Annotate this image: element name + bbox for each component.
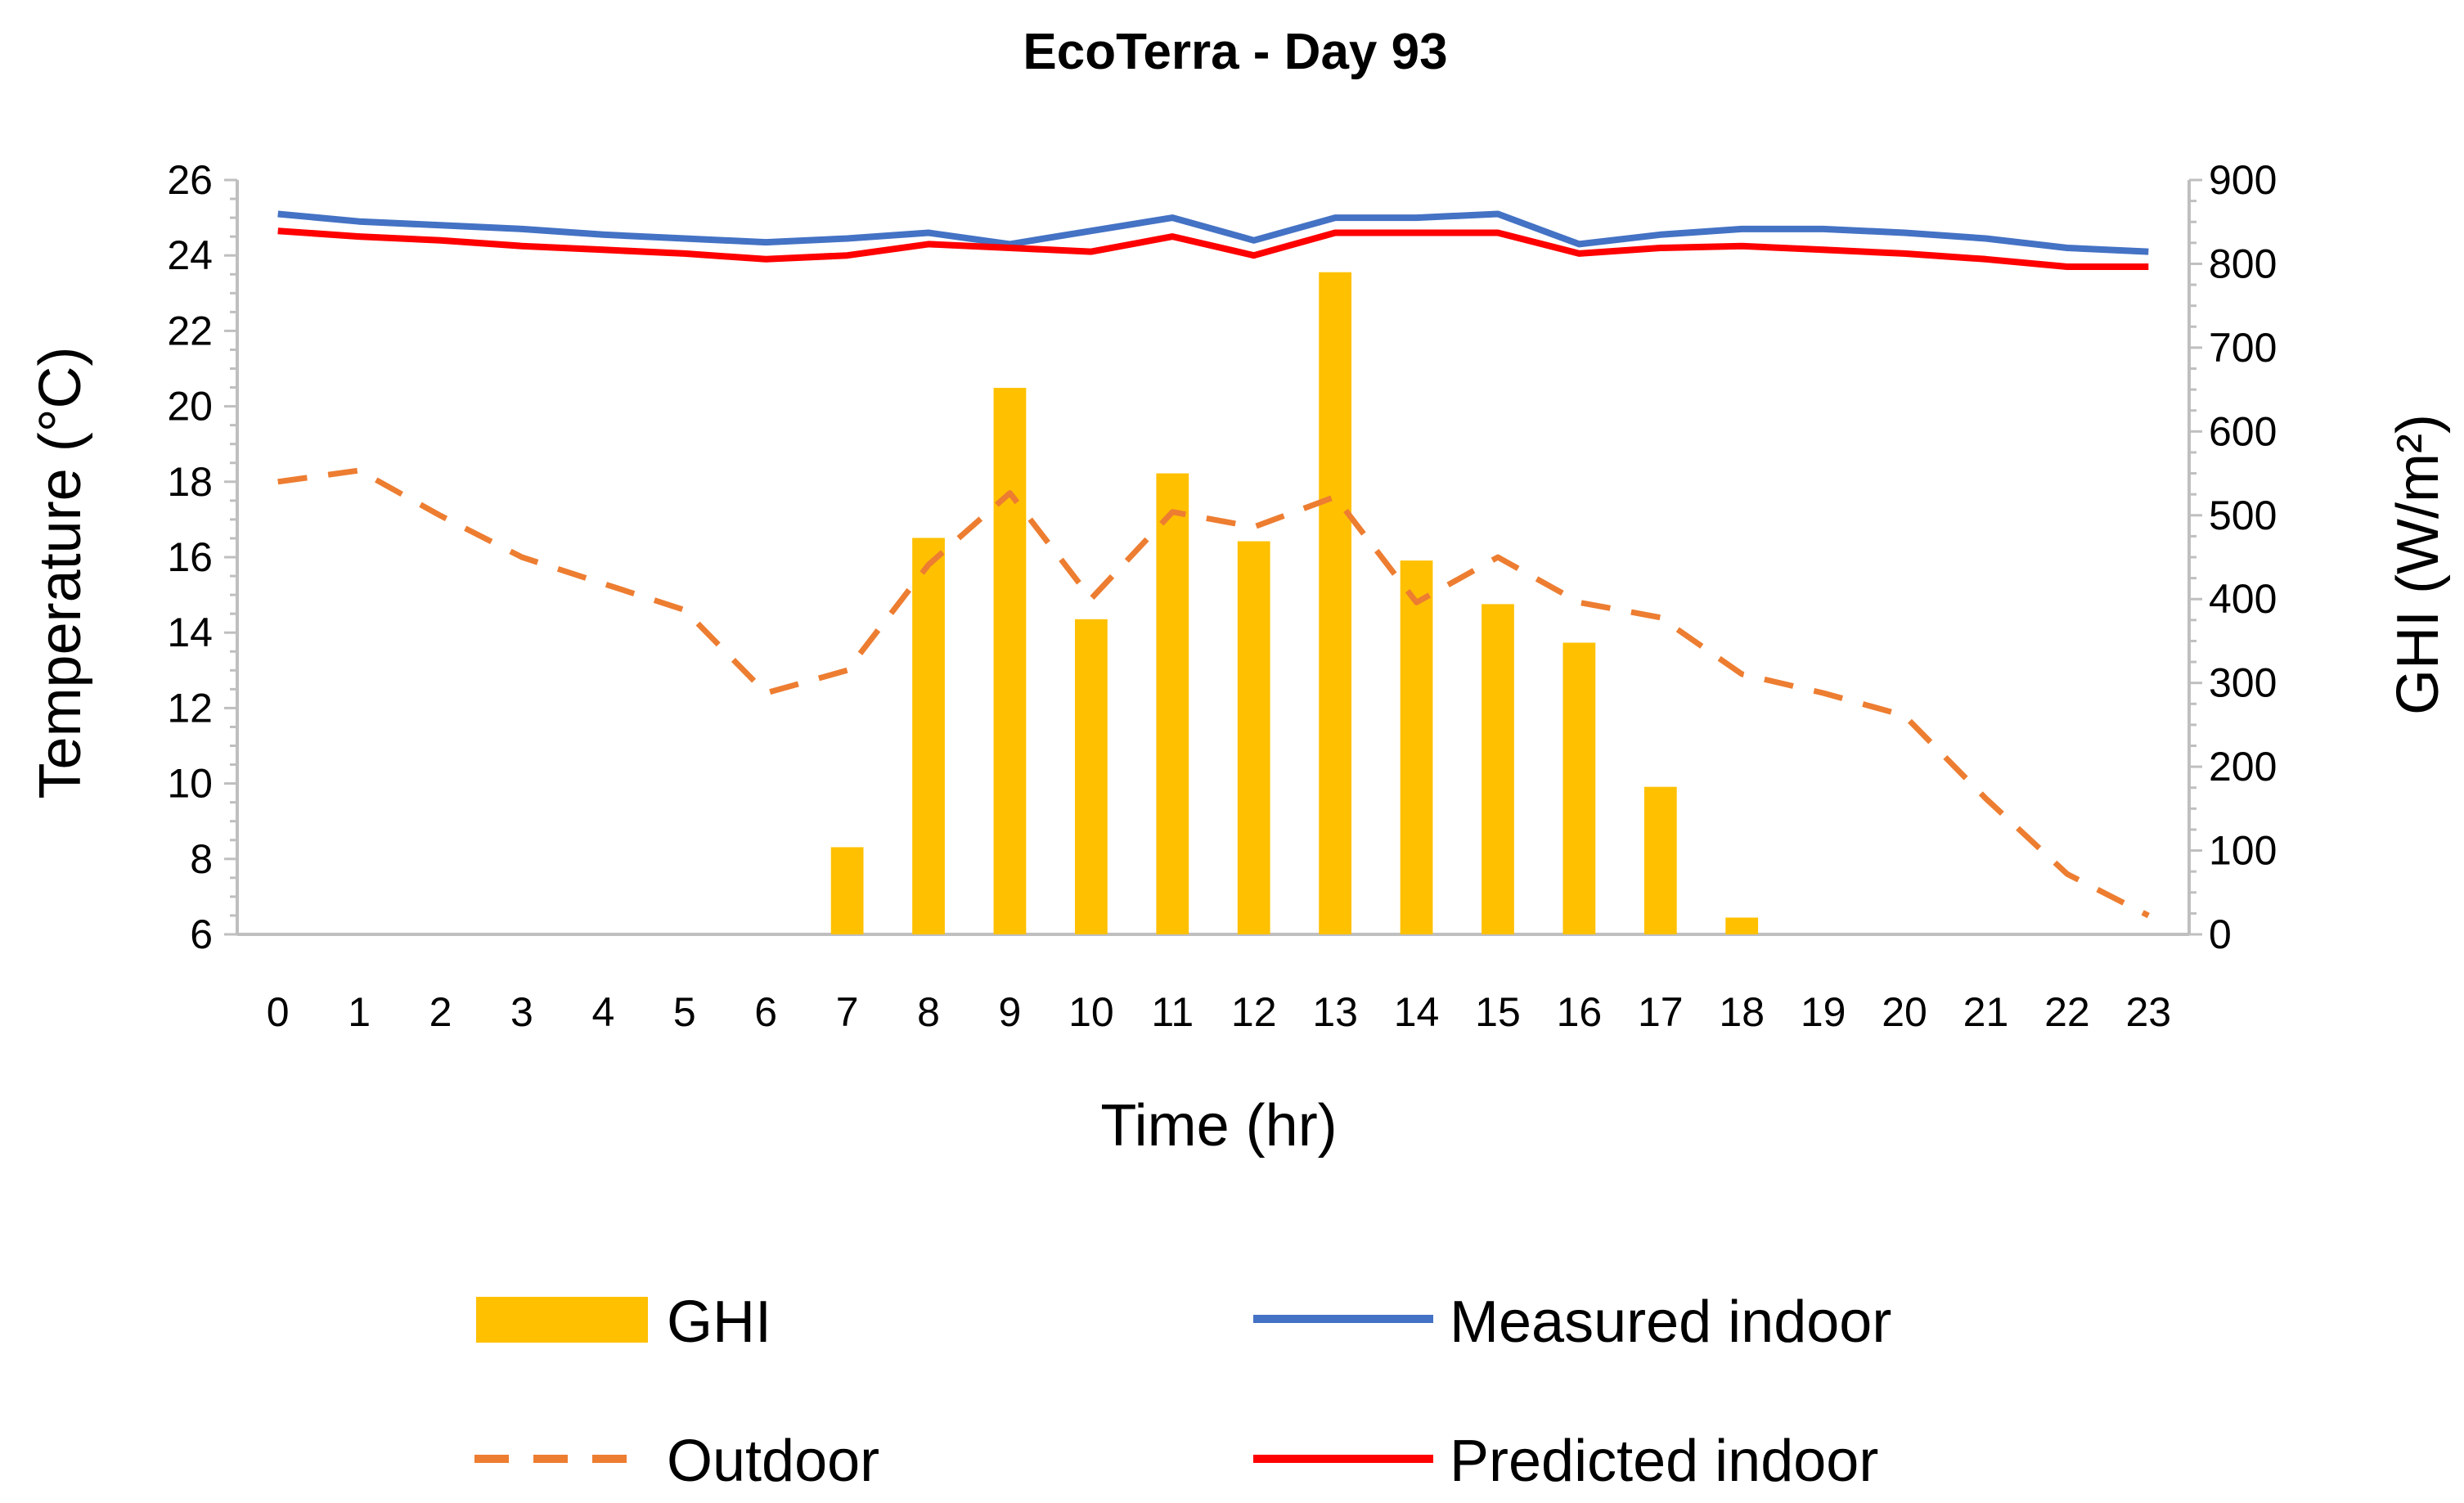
- y-tick-label-right: 400: [2209, 576, 2277, 622]
- ghi-bar: [830, 847, 864, 934]
- ghi-bar: [1562, 642, 1596, 934]
- ghi-bar: [1643, 786, 1677, 934]
- y-tick-label-left: 6: [190, 911, 213, 957]
- legend-label-ghi: GHI: [667, 1289, 771, 1355]
- x-tick-label: 23: [2125, 989, 2171, 1035]
- x-tick-label: 8: [917, 989, 940, 1035]
- ghi-bar: [1237, 541, 1270, 934]
- legend-label-outdoor: Outdoor: [667, 1429, 879, 1494]
- x-tick-label: 5: [673, 989, 696, 1035]
- y-tick-label-left: 22: [167, 308, 213, 353]
- y-tick-label-right: 600: [2209, 408, 2277, 454]
- y-tick-label-right: 900: [2209, 157, 2277, 203]
- ghi-bar: [912, 538, 945, 934]
- x-tick-label: 1: [348, 989, 371, 1035]
- x-tick-label: 10: [1068, 989, 1114, 1035]
- y-tick-label-right: 800: [2209, 241, 2277, 286]
- x-tick-label: 21: [1963, 989, 2009, 1035]
- y-tick-label-right: 0: [2209, 911, 2232, 957]
- x-tick-label: 14: [1394, 989, 1440, 1035]
- y-tick-label-left: 18: [167, 459, 213, 505]
- ghi-bar: [1400, 560, 1433, 934]
- x-tick-label: 6: [754, 989, 777, 1035]
- x-tick-label: 2: [429, 989, 452, 1035]
- y-tick-label-left: 26: [167, 157, 213, 203]
- y-tick-label-left: 14: [167, 610, 213, 655]
- x-tick-label: 13: [1312, 989, 1358, 1035]
- y-tick-label-left: 20: [167, 384, 213, 430]
- x-tick-label: 16: [1557, 989, 1603, 1035]
- ghi-bar: [1074, 619, 1108, 934]
- y-axis-title-left: Temperature (°C): [28, 347, 93, 799]
- y-tick-label-left: 16: [167, 534, 213, 580]
- y-tick-label-right: 200: [2209, 744, 2277, 790]
- chart-title: EcoTerra - Day 93: [1023, 24, 1447, 80]
- y-tick-label-left: 24: [167, 232, 213, 278]
- ghi-bar: [993, 388, 1027, 934]
- x-tick-label: 15: [1475, 989, 1521, 1035]
- x-axis-title: Time (hr): [1100, 1093, 1337, 1159]
- x-tick-label: 11: [1151, 989, 1194, 1035]
- ghi-bar: [1482, 604, 1514, 934]
- ghi-bar: [1725, 917, 1759, 934]
- y-tick-label-left: 10: [167, 761, 213, 807]
- y-tick-label-left: 8: [190, 836, 213, 882]
- legend: GHI Measured indoor Outdoor Predicted in…: [474, 1289, 1891, 1494]
- y-tick-label-right: 100: [2209, 828, 2277, 874]
- x-tick-label: 12: [1231, 989, 1277, 1035]
- outdoor-line: [277, 467, 2150, 919]
- x-tick-label: 19: [1801, 989, 1846, 1035]
- y-tick-label-right: 500: [2209, 493, 2277, 538]
- predicted-indoor-line: [277, 227, 2149, 270]
- legend-swatch-ghi: [476, 1297, 648, 1343]
- y-tick-label-right: 700: [2209, 325, 2277, 371]
- x-tick-label: 7: [836, 989, 859, 1035]
- x-tick-label: 20: [1882, 989, 1927, 1035]
- x-tick-label: 17: [1638, 989, 1684, 1035]
- ghi-bar: [1156, 473, 1189, 934]
- x-tick-label: 22: [2044, 989, 2090, 1035]
- legend-label-measured-indoor: Measured indoor: [1450, 1289, 1891, 1355]
- x-tick-label: 4: [591, 989, 614, 1035]
- x-tick-label: 9: [999, 989, 1022, 1035]
- legend-label-predicted-indoor: Predicted indoor: [1450, 1429, 1878, 1494]
- x-tick-label: 18: [1719, 989, 1765, 1035]
- plot-area: 6810121416182022242601002003004005006007…: [167, 157, 2277, 1035]
- ghi-bar: [1319, 272, 1352, 934]
- measured-indoor-line: [277, 210, 2149, 255]
- y-tick-label-left: 12: [167, 685, 213, 731]
- y-axis-title-right: GHI (W/m²): [2385, 414, 2451, 715]
- y-tick-label-right: 300: [2209, 660, 2277, 706]
- x-tick-label: 3: [510, 989, 533, 1035]
- x-tick-label: 0: [267, 989, 290, 1035]
